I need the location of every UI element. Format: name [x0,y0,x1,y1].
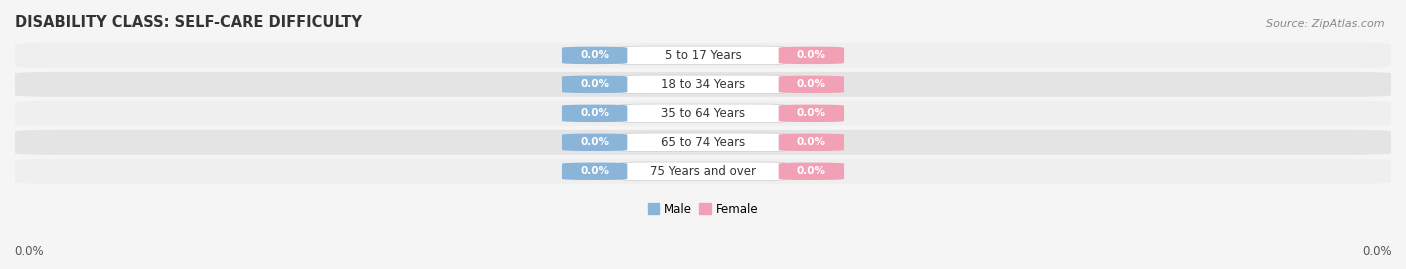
FancyBboxPatch shape [562,76,627,93]
Text: 0.0%: 0.0% [797,137,825,147]
Text: 0.0%: 0.0% [797,166,825,176]
FancyBboxPatch shape [779,105,844,122]
Text: 0.0%: 0.0% [581,166,609,176]
FancyBboxPatch shape [15,43,1391,68]
FancyBboxPatch shape [562,105,627,122]
FancyBboxPatch shape [779,162,844,180]
FancyBboxPatch shape [562,162,627,180]
FancyBboxPatch shape [15,159,1391,184]
Text: 0.0%: 0.0% [581,79,609,89]
Text: 0.0%: 0.0% [581,50,609,60]
FancyBboxPatch shape [15,72,1391,97]
Text: DISABILITY CLASS: SELF-CARE DIFFICULTY: DISABILITY CLASS: SELF-CARE DIFFICULTY [15,15,361,30]
Text: 0.0%: 0.0% [14,245,44,258]
FancyBboxPatch shape [15,130,1391,155]
FancyBboxPatch shape [779,47,844,64]
Text: 0.0%: 0.0% [797,79,825,89]
FancyBboxPatch shape [620,162,786,180]
FancyBboxPatch shape [15,101,1391,126]
FancyBboxPatch shape [562,134,627,151]
Text: 0.0%: 0.0% [797,108,825,118]
FancyBboxPatch shape [620,75,786,94]
Text: 0.0%: 0.0% [581,137,609,147]
FancyBboxPatch shape [779,134,844,151]
Text: 75 Years and over: 75 Years and over [650,165,756,178]
Text: 0.0%: 0.0% [797,50,825,60]
FancyBboxPatch shape [620,104,786,123]
Legend: Male, Female: Male, Female [643,198,763,220]
FancyBboxPatch shape [779,76,844,93]
Text: 18 to 34 Years: 18 to 34 Years [661,78,745,91]
Text: Source: ZipAtlas.com: Source: ZipAtlas.com [1267,19,1385,29]
Text: 0.0%: 0.0% [1362,245,1392,258]
Text: 5 to 17 Years: 5 to 17 Years [665,49,741,62]
Text: 35 to 64 Years: 35 to 64 Years [661,107,745,120]
FancyBboxPatch shape [620,133,786,151]
FancyBboxPatch shape [562,47,627,64]
FancyBboxPatch shape [620,46,786,65]
Text: 65 to 74 Years: 65 to 74 Years [661,136,745,149]
Text: 0.0%: 0.0% [581,108,609,118]
